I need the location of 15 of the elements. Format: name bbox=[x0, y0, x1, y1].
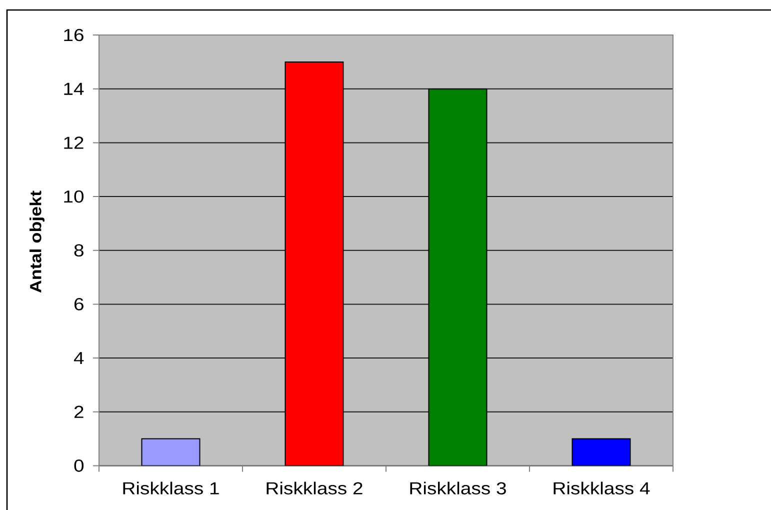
y-tick-label: 16 bbox=[64, 28, 84, 42]
y-tick-label: 10 bbox=[64, 190, 84, 203]
y-tick-label: 14 bbox=[64, 82, 84, 95]
x-tick-label: Riskklass 4 bbox=[554, 482, 650, 494]
y-tick-label: 12 bbox=[64, 136, 84, 149]
y-tick-label: 8 bbox=[74, 244, 84, 256]
x-tick-label: Riskklass 3 bbox=[410, 482, 506, 494]
x-tick-label: Riskklass 2 bbox=[266, 482, 362, 494]
x-tick-label: Riskklass 1 bbox=[123, 482, 219, 494]
y-axis-title: Antal objekt bbox=[30, 190, 44, 293]
y-tick-label: 2 bbox=[74, 406, 84, 418]
bar bbox=[141, 438, 200, 466]
y-tick-label: 6 bbox=[74, 298, 84, 310]
y-tick-label: 4 bbox=[74, 352, 84, 364]
y-tick-label: 0 bbox=[74, 460, 84, 472]
